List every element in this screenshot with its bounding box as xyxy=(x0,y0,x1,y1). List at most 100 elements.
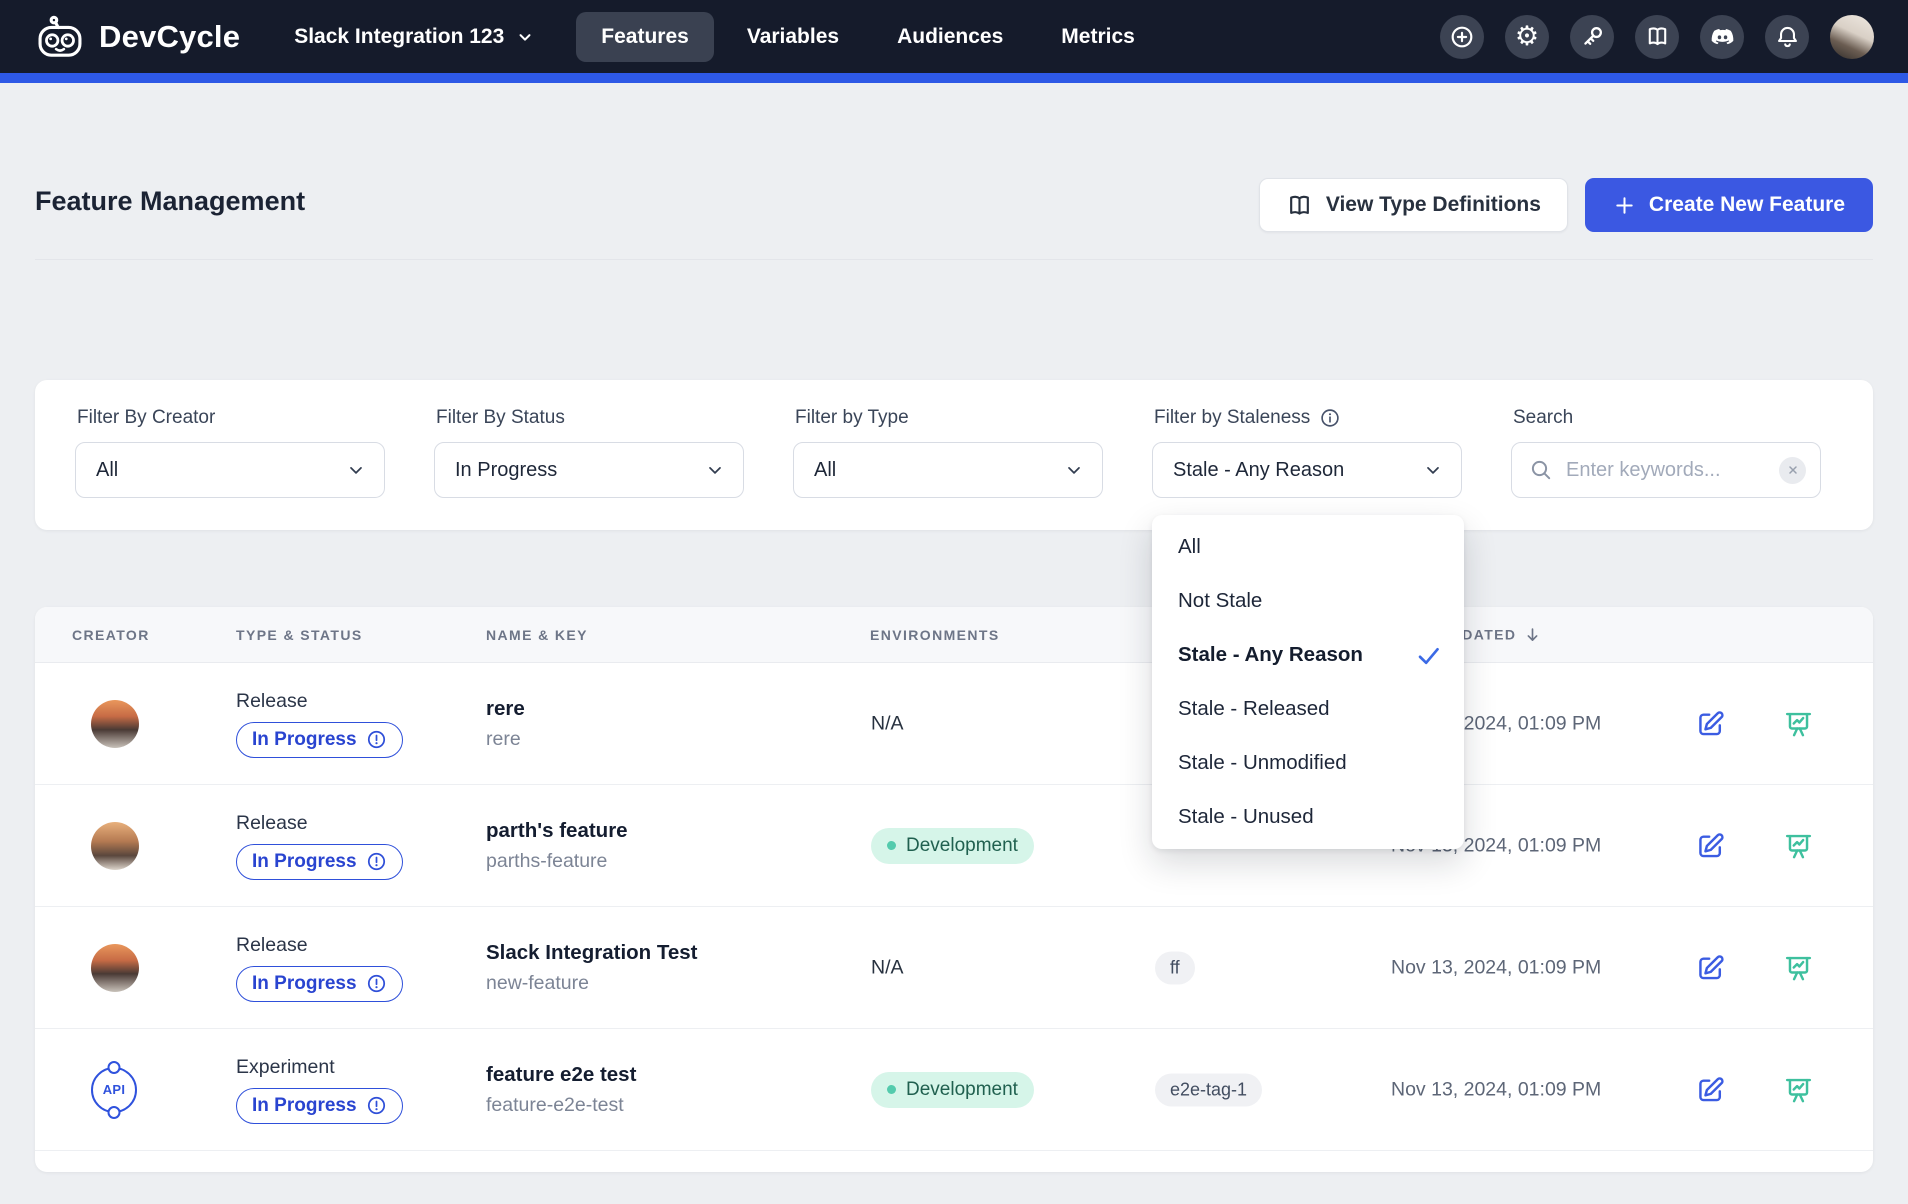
staleness-select[interactable]: Stale - Any Reason xyxy=(1152,442,1462,498)
add-button[interactable] xyxy=(1440,15,1484,59)
tab-audiences[interactable]: Audiences xyxy=(872,12,1028,62)
devcycle-logo[interactable]: DevCycle xyxy=(34,14,240,60)
chevron-down-icon xyxy=(705,460,725,480)
status-badge-label: In Progress xyxy=(252,1095,357,1117)
staleness-dropdown-menu: All Not Stale Stale - Any Reason Stale -… xyxy=(1152,515,1464,849)
feature-key: new-feature xyxy=(486,972,698,995)
feature-key: feature-e2e-test xyxy=(486,1094,636,1117)
menu-item-stale-unmodified[interactable]: Stale - Unmodified xyxy=(1152,736,1464,790)
discord-button[interactable] xyxy=(1700,15,1744,59)
exclamation-circle-icon xyxy=(366,1095,387,1116)
feature-metrics-button[interactable] xyxy=(1783,952,1814,983)
column-header-type-status[interactable]: TYPE & STATUS xyxy=(236,627,363,643)
menu-item-not-stale[interactable]: Not Stale xyxy=(1152,574,1464,628)
features-table: CREATOR TYPE & STATUS NAME & KEY ENVIRON… xyxy=(35,607,1873,1172)
top-navigation: DevCycle Slack Integration 123 Features … xyxy=(0,0,1908,73)
feature-name[interactable]: Slack Integration Test xyxy=(486,941,698,965)
chevron-down-icon xyxy=(1423,460,1443,480)
feature-type: Experiment xyxy=(236,1056,403,1079)
api-keys-button[interactable] xyxy=(1570,15,1614,59)
table-row[interactable]: Release In Progress Slack Integration Te… xyxy=(35,907,1873,1029)
feature-name[interactable]: rere xyxy=(486,697,525,721)
notifications-button[interactable] xyxy=(1765,15,1809,59)
key-icon xyxy=(1580,24,1605,49)
edit-feature-button[interactable] xyxy=(1695,952,1726,983)
status-badge[interactable]: In Progress xyxy=(236,844,403,880)
create-new-feature-label: Create New Feature xyxy=(1649,193,1845,217)
feature-name[interactable]: parth's feature xyxy=(486,819,628,843)
feature-type: Release xyxy=(236,934,403,957)
table-header: CREATOR TYPE & STATUS NAME & KEY ENVIRON… xyxy=(35,607,1873,663)
clear-search-button[interactable] xyxy=(1779,457,1806,484)
filter-group-type: Filter by Type All xyxy=(793,407,1103,530)
create-new-feature-button[interactable]: Create New Feature xyxy=(1585,178,1873,232)
environments-value: N/A xyxy=(871,712,904,734)
plus-icon xyxy=(1613,194,1636,217)
view-type-definitions-label: View Type Definitions xyxy=(1326,193,1541,217)
tab-metrics[interactable]: Metrics xyxy=(1036,12,1160,62)
header-actions: View Type Definitions Create New Feature xyxy=(1259,178,1873,232)
documentation-button[interactable] xyxy=(1635,15,1679,59)
info-icon[interactable] xyxy=(1319,407,1341,429)
table-row[interactable]: Release In Progress rere rere N/A Nov 13… xyxy=(35,663,1873,785)
menu-item-stale-any-reason[interactable]: Stale - Any Reason xyxy=(1152,628,1464,682)
updated-timestamp: Nov 13, 2024, 01:09 PM xyxy=(1391,956,1601,979)
add-circle-icon xyxy=(1449,24,1475,50)
feature-key: parths-feature xyxy=(486,850,628,873)
menu-item-stale-released[interactable]: Stale - Released xyxy=(1152,682,1464,736)
chevron-down-icon xyxy=(346,460,366,480)
project-selector[interactable]: Slack Integration 123 xyxy=(294,25,534,49)
status-badge[interactable]: In Progress xyxy=(236,722,403,758)
column-header-environments[interactable]: ENVIRONMENTS xyxy=(870,627,1000,643)
tab-variables[interactable]: Variables xyxy=(722,12,864,62)
feature-metrics-button[interactable] xyxy=(1783,830,1814,861)
column-header-creator[interactable]: CREATOR xyxy=(72,627,150,643)
menu-item-label: Stale - Released xyxy=(1178,697,1330,721)
feature-metrics-button[interactable] xyxy=(1783,1074,1814,1105)
menu-item-stale-unused[interactable]: Stale - Unused xyxy=(1152,790,1464,844)
user-avatar[interactable] xyxy=(1830,15,1874,59)
menu-item-label: All xyxy=(1178,535,1201,559)
environment-badge: Development xyxy=(871,1072,1034,1108)
status-badge-label: In Progress xyxy=(252,973,357,995)
tab-features[interactable]: Features xyxy=(576,12,714,62)
status-select[interactable]: In Progress xyxy=(434,442,744,498)
api-creator-label: API xyxy=(103,1082,126,1097)
view-type-definitions-button[interactable]: View Type Definitions xyxy=(1259,178,1568,232)
environment-badge-label: Development xyxy=(906,1079,1018,1101)
chevron-down-icon xyxy=(1064,460,1084,480)
search-box xyxy=(1511,442,1821,498)
book-icon xyxy=(1645,24,1670,49)
filter-staleness-label: Filter by Staleness xyxy=(1154,407,1462,429)
nav-icon-cluster: ⚙ xyxy=(1440,15,1874,59)
settings-button[interactable]: ⚙ xyxy=(1505,15,1549,59)
status-badge[interactable]: In Progress xyxy=(236,966,403,1002)
status-badge[interactable]: In Progress xyxy=(236,1088,403,1124)
feature-name[interactable]: feature e2e test xyxy=(486,1063,636,1087)
filter-status-label: Filter By Status xyxy=(436,407,744,429)
menu-item-all[interactable]: All xyxy=(1152,520,1464,574)
edit-feature-button[interactable] xyxy=(1695,708,1726,739)
table-row[interactable]: API Experiment In Progress feature e2e t… xyxy=(35,1029,1873,1151)
updated-timestamp: Nov 13, 2024, 01:09 PM xyxy=(1391,1078,1601,1101)
column-header-name-key[interactable]: NAME & KEY xyxy=(486,627,588,643)
edit-feature-button[interactable] xyxy=(1695,1074,1726,1105)
status-select-value: In Progress xyxy=(455,459,557,482)
staleness-select-value: Stale - Any Reason xyxy=(1173,459,1344,482)
search-label: Search xyxy=(1513,407,1821,429)
feature-metrics-button[interactable] xyxy=(1783,708,1814,739)
nav-tabs: Features Variables Audiences Metrics xyxy=(576,12,1160,62)
table-row[interactable]: Release In Progress parth's feature part… xyxy=(35,785,1873,907)
filter-type-label: Filter by Type xyxy=(795,407,1103,429)
chevron-down-icon xyxy=(516,28,534,46)
creator-avatar xyxy=(91,944,139,992)
search-input[interactable] xyxy=(1566,459,1766,482)
environments-value: N/A xyxy=(871,956,904,978)
creator-select-value: All xyxy=(96,459,118,482)
type-select[interactable]: All xyxy=(793,442,1103,498)
exclamation-circle-icon xyxy=(366,851,387,872)
creator-select[interactable]: All xyxy=(75,442,385,498)
creator-avatar xyxy=(91,700,139,748)
discord-icon xyxy=(1709,23,1736,50)
edit-feature-button[interactable] xyxy=(1695,830,1726,861)
